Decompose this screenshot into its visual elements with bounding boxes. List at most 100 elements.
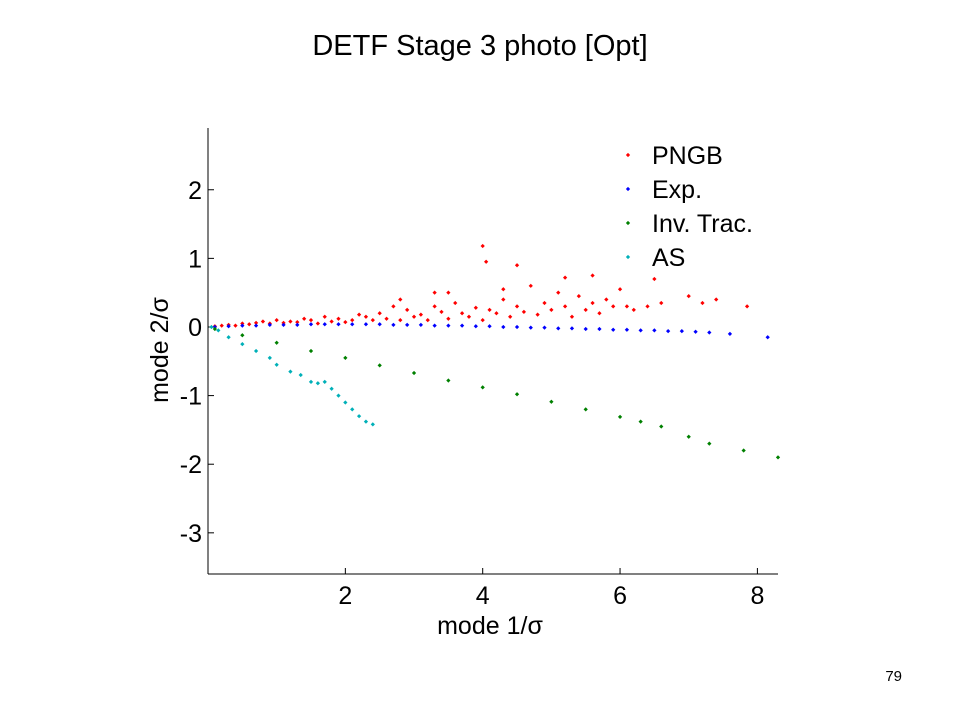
data-point	[308, 379, 314, 384]
chart-axes: 2 4 6 8 2 1 0 -1 -2 -3	[180, 128, 778, 610]
data-point	[350, 322, 355, 327]
data-point	[611, 327, 616, 332]
data-point	[446, 316, 451, 321]
data-point	[508, 314, 513, 319]
data-point	[707, 441, 712, 446]
data-point	[343, 355, 348, 360]
data-point	[597, 311, 602, 316]
page-number: 79	[885, 668, 902, 685]
data-point	[686, 293, 691, 299]
data-point	[363, 322, 369, 327]
data-point	[274, 318, 279, 323]
data-point	[542, 325, 547, 330]
data-point	[514, 392, 520, 397]
legend-marker	[625, 152, 631, 158]
data-point	[528, 283, 533, 288]
data-point	[302, 316, 307, 321]
y-tick-label: -2	[180, 451, 202, 479]
data-point	[432, 323, 437, 328]
data-point	[652, 328, 657, 333]
data-point	[240, 323, 245, 328]
x-tick-label: 8	[750, 582, 764, 610]
series-as	[209, 324, 375, 427]
data-point	[473, 324, 478, 329]
data-point	[487, 324, 492, 329]
data-point	[631, 307, 636, 312]
series-pngb	[212, 243, 750, 329]
legend-marker	[625, 254, 631, 260]
y-tick-label: -3	[180, 520, 202, 548]
legend-label: PNGB	[652, 142, 723, 170]
data-point	[590, 300, 595, 306]
data-point	[611, 304, 616, 309]
slide-title: DETF Stage 3 photo [Opt]	[312, 30, 648, 62]
data-point	[446, 378, 451, 383]
data-point	[288, 369, 293, 374]
data-point	[652, 276, 657, 282]
data-point	[267, 322, 272, 328]
data-point	[377, 322, 382, 327]
data-point	[391, 304, 396, 309]
data-point	[308, 322, 314, 327]
data-point	[514, 263, 520, 268]
data-point	[562, 275, 568, 280]
data-point	[521, 309, 527, 315]
data-point	[209, 324, 214, 330]
data-point	[247, 322, 252, 327]
data-point	[590, 273, 595, 278]
x-tick-label: 2	[338, 582, 352, 610]
y-tick-label: 2	[188, 177, 202, 205]
data-point	[253, 323, 259, 328]
data-point	[549, 307, 554, 312]
data-point	[226, 335, 231, 340]
data-point	[542, 300, 547, 306]
data-point	[216, 328, 221, 333]
data-point	[665, 328, 671, 334]
data-point	[617, 287, 623, 292]
data-point	[569, 326, 575, 331]
data-point	[693, 329, 698, 334]
data-point	[370, 318, 375, 323]
data-point	[425, 318, 430, 323]
data-point	[240, 333, 245, 338]
data-point	[562, 304, 568, 309]
data-point	[765, 335, 770, 340]
data-point	[583, 407, 588, 412]
legend-label: AS	[652, 244, 685, 272]
data-point	[432, 304, 437, 309]
data-point	[686, 434, 691, 439]
data-point	[336, 393, 341, 398]
data-point	[597, 326, 602, 332]
data-point	[604, 297, 609, 302]
y-tick-label: -1	[180, 383, 202, 411]
data-point	[624, 327, 630, 332]
legend-label: Exp.	[652, 176, 702, 204]
data-point	[741, 448, 746, 453]
data-point	[288, 319, 293, 324]
data-point	[233, 323, 238, 328]
y-axis-label: mode 2/σ	[146, 297, 174, 403]
data-point	[295, 322, 300, 328]
data-point	[418, 312, 424, 317]
data-point	[624, 304, 630, 309]
data-point	[343, 320, 348, 325]
data-point	[405, 322, 410, 328]
data-point	[329, 386, 334, 391]
data-point	[308, 348, 314, 354]
series-exp	[212, 322, 770, 340]
data-point	[336, 316, 341, 321]
data-point	[514, 304, 520, 309]
data-point	[535, 312, 540, 317]
data-point	[336, 322, 341, 327]
data-point	[480, 318, 485, 323]
data-point	[679, 328, 684, 334]
data-point	[212, 326, 217, 332]
data-point	[744, 304, 750, 309]
x-tick-label: 6	[613, 582, 627, 610]
legend-label: Inv. Trac.	[652, 210, 753, 238]
data-point	[501, 287, 506, 292]
data-point	[295, 320, 300, 325]
data-point	[727, 331, 733, 336]
data-point	[350, 318, 355, 323]
